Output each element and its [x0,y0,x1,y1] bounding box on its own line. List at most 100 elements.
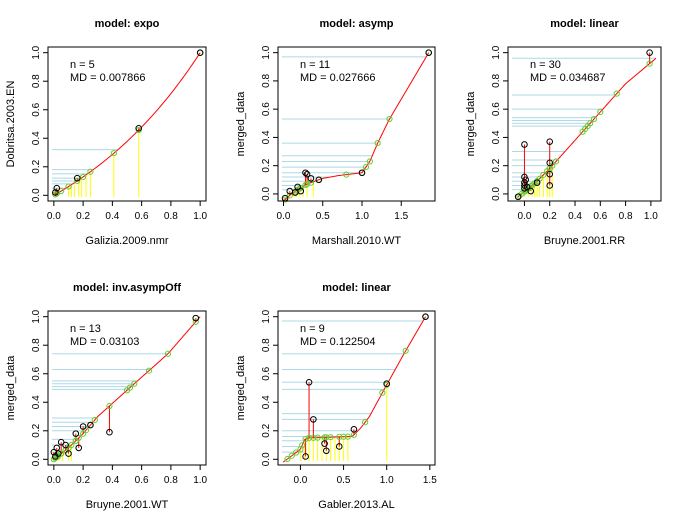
data-point [297,187,305,195]
data-point [546,182,554,189]
y-tick-label: 0.8 [261,338,272,352]
data-point [425,49,433,56]
x-axis-label: Bruyne.2001.WT [86,499,169,511]
data-point [546,138,554,145]
data-point [196,49,204,57]
data-point [135,124,143,132]
x-tick-label: 0.4 [568,211,582,222]
data-point [646,49,653,56]
y-tick-label: 0.0 [31,452,42,466]
annotation-md: MD = 0.03103 [70,336,139,348]
y-tick-label: 0.2 [31,159,42,173]
annotation-md: MD = 0.027666 [300,72,376,84]
y-tick-label: 0.4 [261,395,272,409]
data-point [305,378,313,386]
x-tick-label: 0.2 [543,211,557,222]
x-tick-label: 0.2 [76,211,90,222]
y-tick-label: 0.2 [31,423,42,437]
y-tick-label: 0.2 [261,158,272,172]
panel-4: 0.0 0.2 0.4 0.6 0.8 1.0 0.0 0.2 0.4 0.6 0.8 1.0 mode… [5,282,208,511]
chart-title: model: linear [550,18,619,30]
data-point [307,175,315,182]
panel-3: 0.0 0.2 0.4 0.6 0.8 1.0 0.0 0.2 0.4 0.6 0.8 1.0 mode… [465,18,662,247]
x-tick-label: 0.0 [277,211,291,222]
y-tick-label: 0.4 [491,130,502,144]
fitted-point [374,139,381,147]
data-point [302,453,309,460]
y-tick-label: 0.6 [261,366,272,380]
fitted-point [340,433,347,440]
fitted-point [343,171,350,178]
fitted-point [126,384,134,391]
fitted-point [299,442,306,449]
fitted-point [540,171,547,178]
plot-frame [277,310,436,466]
x-tick-label: 0.8 [619,211,633,222]
y-tick-label: 0.4 [31,131,42,145]
y-tick-label: 0.6 [31,102,42,116]
y-tick-label: 0.6 [261,102,272,116]
data-point [72,430,80,437]
y-tick-label: 0.4 [261,130,272,144]
chart-title: model: linear [322,282,391,294]
fitted-point [552,158,560,165]
fitted-point [323,434,330,441]
fitted-point [91,416,98,424]
data-point [358,169,366,177]
fitted-point [310,434,317,441]
fitted-point [362,419,369,426]
fitted-point [58,450,65,457]
data-point [522,176,530,184]
fitted-point [72,437,79,444]
fitted-point [164,350,172,357]
fitted-point [366,158,373,165]
x-tick-label: 0.6 [593,211,607,222]
chart-title: model: expo [95,18,160,30]
fitted-point [80,173,87,181]
x-tick-label: 0.0 [293,475,307,486]
fitted-point [296,185,303,193]
plot-frame [47,46,207,202]
data-point [75,444,83,452]
fitted-point [307,179,315,186]
fitted-point [58,187,65,195]
x-tick-label: 1.0 [644,211,658,222]
x-axis-label: Bruyne.2001.RR [544,235,625,247]
fitted-point [192,318,199,325]
data-point [53,184,61,192]
annotation-n: n = 9 [300,323,325,335]
fitted-point [65,183,72,190]
y-tick-label: 0.8 [31,74,42,88]
panel-2: 0.0 0.5 1.0 1.5 0.0 0.2 0.4 0.6 0.8 1.0 model: asy… [235,18,436,247]
x-tick-label: 1.0 [380,475,394,486]
x-axis-label: Marshall.2010.WT [312,235,402,247]
y-axis-label: Dobritsa.2003.EN [5,81,17,168]
fitted-point [284,455,291,463]
y-tick-label: 0.2 [491,158,502,172]
x-tick-label: 0.4 [105,475,119,486]
x-tick-label: 0.6 [135,475,149,486]
y-tick-label: 0.8 [31,338,42,352]
data-point [192,314,200,322]
data-point [73,174,81,182]
chart-title: model: asymp [320,18,394,30]
fitted-point [590,115,598,123]
annotation-n: n = 11 [300,59,330,71]
data-point [303,170,311,178]
y-tick-label: 0.0 [261,452,272,466]
data-point [527,187,535,195]
x-tick-label: 0.2 [76,475,90,486]
panel-5: 0.0 0.5 1.0 1.5 0.0 0.2 0.4 0.6 0.8 1.0 model: lin… [235,282,437,511]
data-point [514,193,522,201]
data-point [546,159,554,167]
fitted-point [293,449,300,456]
x-tick-label: 1.0 [355,211,369,222]
fitted-point [336,433,343,441]
fitted-point [344,433,351,440]
data-point [106,428,113,436]
data-point [335,443,343,450]
fitted-point [74,177,81,184]
data-point [65,450,72,457]
fitted-point [87,168,94,175]
